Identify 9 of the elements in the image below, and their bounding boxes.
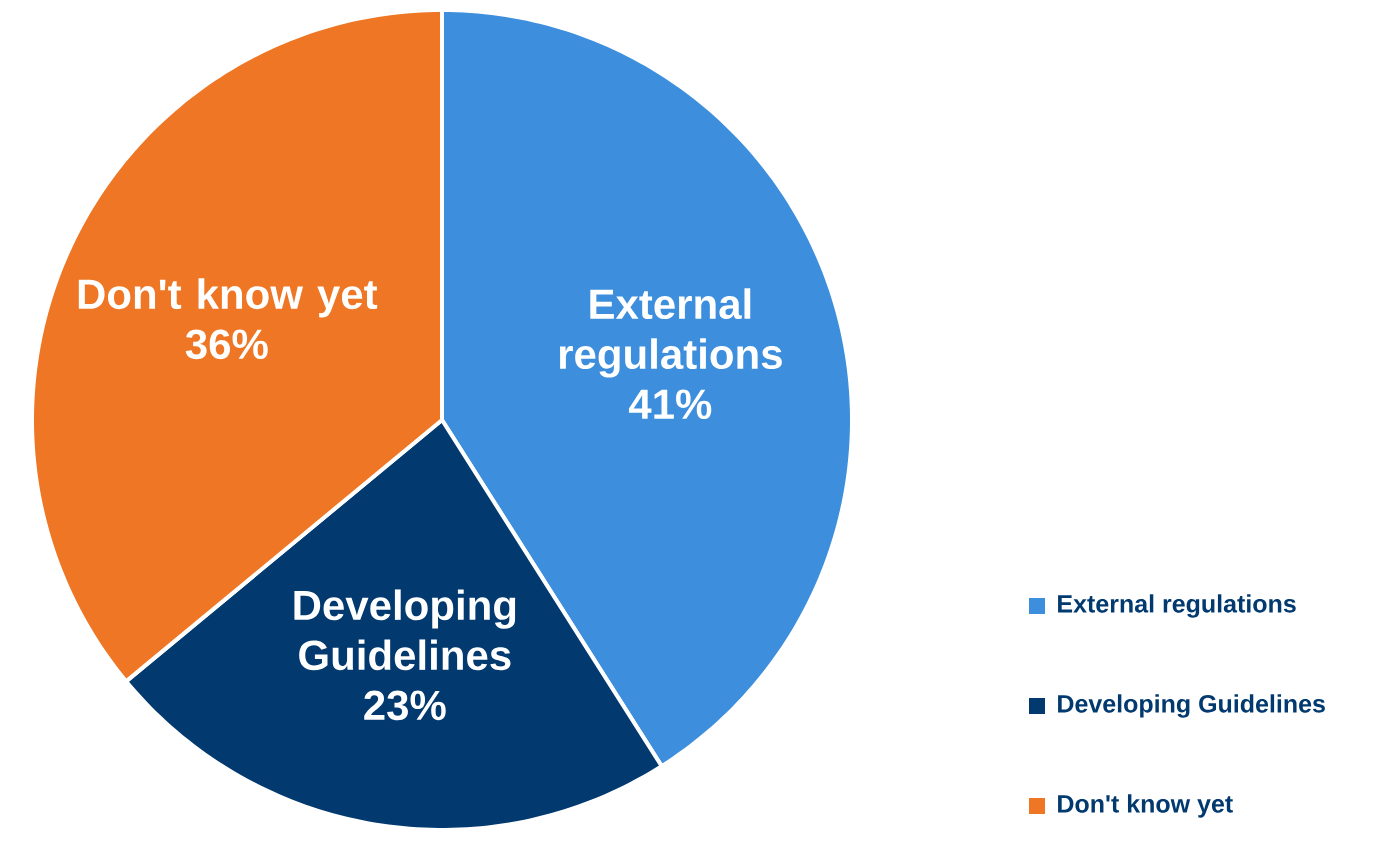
- legend-label: External regulations: [1058, 594, 1296, 618]
- data-label: 36%: [185, 329, 268, 360]
- data-label: 41%: [628, 389, 712, 420]
- data-label: 23%: [364, 690, 446, 721]
- legend-label: Developing Guidelines: [1058, 694, 1325, 718]
- slice-label: External regulations: [559, 288, 782, 378]
- slice-label: Don't know yet: [78, 278, 378, 318]
- slice-label: Developing Guidelines: [294, 589, 516, 671]
- legend-label: Don't know yet: [1058, 794, 1233, 818]
